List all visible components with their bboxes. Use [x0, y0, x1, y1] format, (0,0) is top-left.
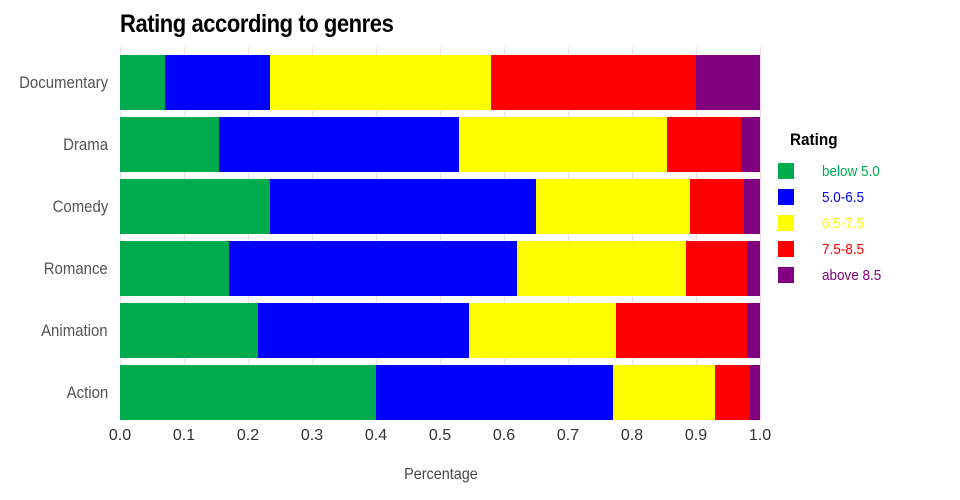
bar-segment	[229, 241, 517, 296]
bar-series	[120, 55, 761, 420]
bar-segment	[613, 365, 715, 420]
y-axis-label: Action	[66, 382, 108, 402]
gridline	[760, 47, 761, 420]
bar-segment	[459, 117, 667, 172]
legend-swatch-icon	[778, 189, 794, 205]
legend-swatch-icon	[778, 267, 794, 283]
legend-items: below 5.0 5.0-6.5 6.5-7.5 7.5-8.5 above 8.5	[778, 158, 953, 288]
plot-area	[120, 47, 761, 420]
y-axis-label: Comedy	[52, 196, 108, 216]
x-axis-tick-label: 1.0	[748, 427, 772, 444]
legend: Rating below 5.0 5.0-6.5 6.5-7.5 7.5-8.5 abo…	[778, 130, 953, 288]
x-axis-tick-label: 0.4	[364, 427, 388, 444]
bar-segment	[741, 117, 760, 172]
x-axis-tick-label: 0.7	[556, 427, 580, 444]
x-axis-tick-label: 0.3	[300, 427, 324, 444]
bar-segment	[120, 117, 219, 172]
x-axis-title: Percentage	[403, 466, 478, 483]
legend-title: Rating	[790, 130, 838, 149]
y-axis-label: Documentary	[19, 72, 108, 92]
bar-row-action	[120, 365, 761, 420]
bar-segment	[219, 117, 459, 172]
y-axis-label: Drama	[63, 134, 108, 154]
legend-swatch-icon	[778, 241, 794, 257]
y-axis-label: Animation	[41, 320, 108, 340]
bar-segment	[270, 55, 491, 110]
bar-row-drama	[120, 117, 761, 172]
legend-item: 7.5-8.5	[778, 236, 953, 262]
legend-label: above 8.5	[822, 266, 882, 284]
bar-segment	[747, 303, 760, 358]
bar-segment	[715, 365, 750, 420]
x-axis-tick-label: 0.6	[492, 427, 516, 444]
bar-segment	[696, 55, 760, 110]
legend-swatch-icon	[778, 215, 794, 231]
bar-segment	[744, 179, 760, 234]
bar-segment	[120, 303, 258, 358]
x-axis-title-wrap: Percentage	[120, 466, 761, 484]
chart-title: Rating according to genres	[120, 10, 394, 38]
legend-item: 5.0-6.5	[778, 184, 953, 210]
bar-segment	[270, 179, 536, 234]
legend-item: below 5.0	[778, 158, 953, 184]
bar-segment	[616, 303, 747, 358]
y-axis-label: Romance	[43, 258, 108, 278]
bar-segment	[165, 55, 270, 110]
legend-label: 6.5-7.5	[822, 214, 865, 232]
x-axis-tick-label: 0.2	[236, 427, 260, 444]
legend-swatch-icon	[778, 163, 794, 179]
bar-segment	[491, 55, 696, 110]
bar-segment	[469, 303, 616, 358]
legend-label: 5.0-6.5	[822, 188, 865, 206]
legend-item: above 8.5	[778, 262, 953, 288]
bar-row-comedy	[120, 179, 761, 234]
bar-row-animation	[120, 303, 761, 358]
x-axis-tick-label: 0.0	[108, 427, 132, 444]
bar-row-romance	[120, 241, 761, 296]
bar-segment	[536, 179, 690, 234]
bar-segment	[120, 55, 165, 110]
bar-segment	[750, 365, 760, 420]
x-axis-tick-label: 0.9	[684, 427, 708, 444]
x-axis-tick-label: 0.5	[428, 427, 452, 444]
bar-segment	[120, 241, 229, 296]
legend-label: below 5.0	[822, 162, 880, 180]
x-axis-tick-label: 0.1	[172, 427, 196, 444]
bar-segment	[667, 117, 741, 172]
bar-segment	[376, 365, 613, 420]
bar-segment	[747, 241, 760, 296]
legend-label: 7.5-8.5	[822, 240, 865, 258]
bar-segment	[258, 303, 469, 358]
legend-item: 6.5-7.5	[778, 210, 953, 236]
bar-segment	[120, 179, 270, 234]
bar-segment	[686, 241, 747, 296]
bar-segment	[690, 179, 744, 234]
bar-segment	[517, 241, 686, 296]
x-axis-tick-label: 0.8	[620, 427, 644, 444]
bar-segment	[120, 365, 376, 420]
bar-row-documentary	[120, 55, 761, 110]
x-axis-tick-labels: 0.0 0.1 0.2 0.3 0.4 0.5 0.6 0.7 0.8 0.9 1.0	[109, 427, 771, 447]
